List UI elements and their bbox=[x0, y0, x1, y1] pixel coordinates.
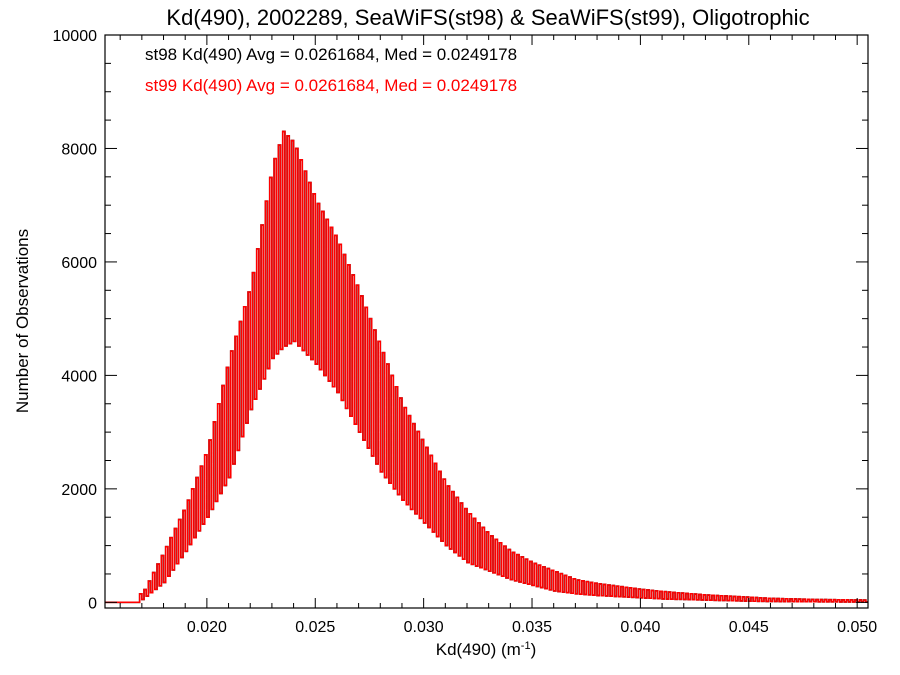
y-tick-label: 8000 bbox=[61, 141, 97, 158]
x-axis-label-main: Kd(490) (m bbox=[436, 640, 521, 659]
x-tick-label: 0.040 bbox=[620, 619, 660, 636]
y-axis-label: Number of Observations bbox=[13, 229, 32, 413]
axis-ticks: 0.020 0.025 0.030 0.035 0.040 0.045 0.050 0 2000… bbox=[53, 28, 878, 636]
x-axis-label-close: ) bbox=[531, 640, 537, 659]
y-tick-label: 10000 bbox=[53, 28, 98, 45]
x-tick-label: 0.035 bbox=[512, 619, 552, 636]
x-axis-label-sup: -1 bbox=[521, 640, 531, 652]
annotation-st98: st98 Kd(490) Avg = 0.0261684, Med = 0.02… bbox=[145, 45, 517, 64]
x-tick-label: 0.050 bbox=[837, 619, 877, 636]
y-tick-label: 4000 bbox=[61, 368, 97, 385]
annotation-st99: st99 Kd(490) Avg = 0.0261684, Med = 0.02… bbox=[145, 76, 517, 95]
y-tick-label: 6000 bbox=[61, 255, 97, 272]
x-axis-label: Kd(490) (m-1) bbox=[436, 640, 536, 659]
x-tick-label: 0.020 bbox=[187, 619, 227, 636]
x-tick-label: 0.045 bbox=[729, 619, 769, 636]
chart-title: Kd(490), 2002289, SeaWiFS(st98) & SeaWiF… bbox=[166, 5, 809, 30]
y-tick-label: 2000 bbox=[61, 482, 97, 499]
series-st99-histogram bbox=[105, 130, 868, 604]
series-layer bbox=[105, 130, 868, 604]
x-tick-label: 0.025 bbox=[295, 619, 335, 636]
plot-frame bbox=[104, 34, 869, 609]
x-tick-label: 0.030 bbox=[404, 619, 444, 636]
y-tick-label: 0 bbox=[88, 595, 97, 612]
